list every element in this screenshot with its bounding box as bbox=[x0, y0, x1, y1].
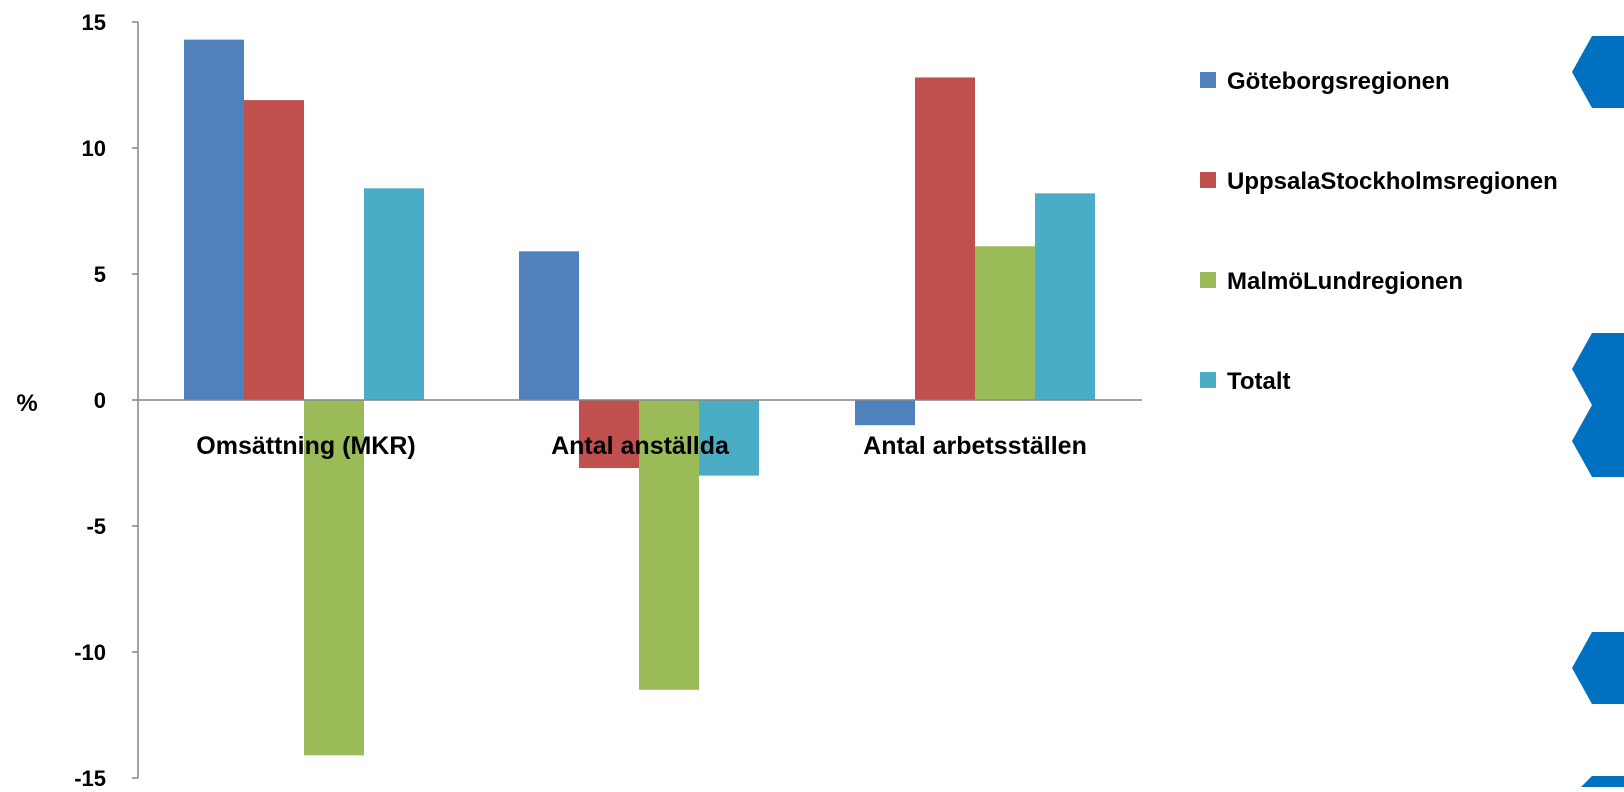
y-tick-label: 10 bbox=[82, 136, 106, 161]
y-tick-label: -5 bbox=[86, 514, 106, 539]
y-tick-labels: 15 10 5 0 -5 -10 -15 bbox=[74, 10, 106, 791]
bar-2-3 bbox=[1035, 193, 1095, 400]
decorative-tabs bbox=[1572, 36, 1624, 792]
y-tick-label: 0 bbox=[94, 388, 106, 413]
bar-0-0 bbox=[184, 39, 244, 400]
legend-label: MalmöLundregionen bbox=[1227, 268, 1463, 295]
legend-swatch bbox=[1200, 272, 1216, 288]
bar-0-1 bbox=[244, 100, 304, 401]
legend: Göteborgsregionen UppsalaStockholmsregion… bbox=[1200, 68, 1558, 395]
bar-1-2 bbox=[639, 400, 699, 690]
bar-1-1 bbox=[579, 400, 639, 469]
category-label: Antal anställda bbox=[551, 432, 730, 460]
y-axis-title: % bbox=[16, 390, 37, 417]
bars bbox=[184, 39, 1095, 756]
bar-0-2 bbox=[304, 400, 364, 756]
legend-swatch bbox=[1200, 72, 1216, 88]
decor-tab-1 bbox=[1572, 333, 1624, 405]
category-label: Antal arbetsställen bbox=[863, 432, 1087, 460]
decor-tab-2 bbox=[1572, 405, 1624, 477]
y-tick-label: -15 bbox=[74, 766, 106, 787]
legend-label: UppsalaStockholmsregionen bbox=[1227, 168, 1558, 195]
axes bbox=[132, 21, 1142, 779]
legend-swatch bbox=[1200, 372, 1216, 388]
y-tick-label: 5 bbox=[94, 262, 106, 287]
bar-2-1 bbox=[915, 77, 975, 400]
bar-0-3 bbox=[364, 188, 424, 400]
category-label: Omsättning (MKR) bbox=[196, 432, 415, 460]
bar-2-0 bbox=[855, 400, 915, 426]
y-tick-label: -10 bbox=[74, 640, 106, 665]
legend-label: Totalt bbox=[1227, 368, 1291, 395]
legend-label: Göteborgsregionen bbox=[1227, 68, 1450, 95]
bar-2-2 bbox=[975, 246, 1035, 400]
decor-tab-4 bbox=[1576, 776, 1624, 792]
y-tick-label: 15 bbox=[82, 10, 106, 35]
bar-1-3 bbox=[699, 400, 759, 476]
bar-1-0 bbox=[519, 251, 579, 400]
category-labels: Omsättning (MKR) Antal anställda Antal arb… bbox=[196, 432, 1087, 460]
decor-tab-3 bbox=[1572, 632, 1624, 704]
legend-swatch bbox=[1200, 172, 1216, 188]
decor-tab-0 bbox=[1572, 36, 1624, 108]
